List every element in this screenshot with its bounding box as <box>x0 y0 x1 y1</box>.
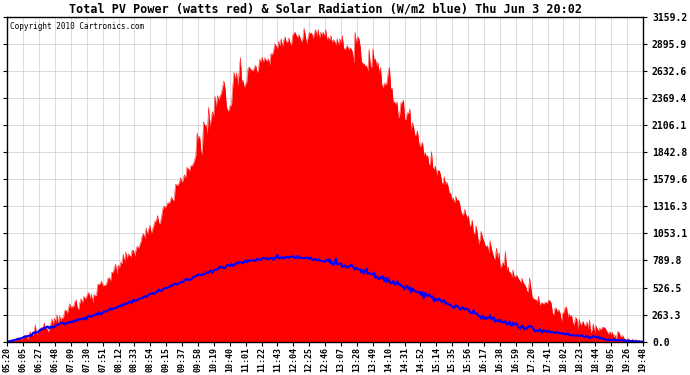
Title: Total PV Power (watts red) & Solar Radiation (W/m2 blue) Thu Jun 3 20:02: Total PV Power (watts red) & Solar Radia… <box>68 3 582 16</box>
Text: Copyright 2010 Cartronics.com: Copyright 2010 Cartronics.com <box>10 22 145 31</box>
